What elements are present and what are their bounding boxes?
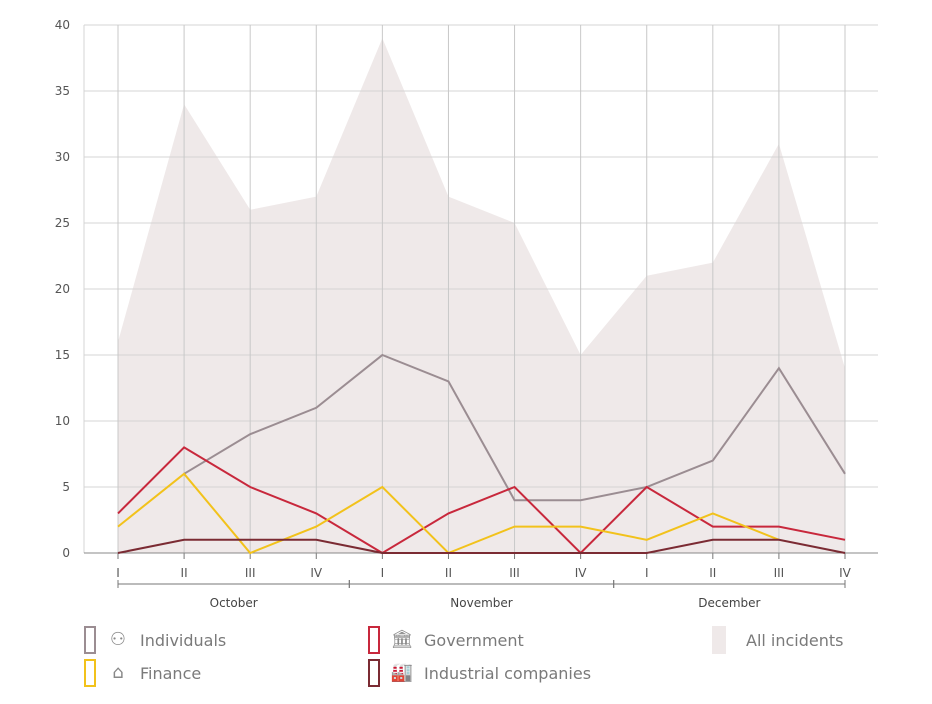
legend-swatch (368, 626, 380, 654)
factory-icon: 🏭 (390, 662, 414, 683)
legend-all-incidents: All incidents (712, 626, 844, 654)
legend-label: Individuals (140, 630, 227, 650)
series-line-industrial-companies (117, 538, 846, 554)
legend-swatch (712, 626, 726, 654)
y-tick-label: 40 (55, 18, 70, 32)
legend-individuals: ⚇ Individuals (84, 626, 226, 654)
x-tick-label: III (509, 566, 520, 580)
legend-label: Industrial companies (424, 663, 592, 683)
legend-swatch (84, 626, 96, 654)
y-tick-label: 15 (55, 348, 70, 362)
legend-label: Finance (140, 663, 202, 683)
series-line-individuals (183, 353, 846, 502)
people-network-icon: ⚇ (109, 629, 127, 650)
x-tick-label: I (116, 566, 120, 580)
group-label-october: October (210, 596, 258, 610)
y-tick-label: 35 (55, 84, 70, 98)
y-tick-label: 20 (55, 282, 70, 296)
y-tick-label: 30 (55, 150, 70, 164)
x-tick-label: III (245, 566, 256, 580)
x-tick-label: I (645, 566, 649, 580)
x-tick-label: II (445, 566, 452, 580)
group-label-november: November (450, 596, 512, 610)
series-area-all-incidents (118, 38, 845, 553)
x-tick-label: IV (839, 566, 852, 580)
y-tick-label: 25 (55, 216, 70, 230)
legend-label: All incidents (746, 630, 844, 650)
y-tick-label: 5 (62, 480, 70, 494)
y-tick-label: 0 (62, 546, 70, 560)
group-label-december: December (698, 596, 760, 610)
bank-house-icon: ⌂ (112, 662, 124, 683)
x-tick-label: I (381, 566, 385, 580)
legend-swatch (368, 659, 380, 687)
legend-label: Government (424, 630, 524, 650)
government-building-icon: 🏛 (390, 629, 414, 650)
x-tick-label: IV (575, 566, 588, 580)
x-tick-label: II (709, 566, 716, 580)
x-tick-label: III (774, 566, 785, 580)
series-line-government (117, 446, 846, 555)
x-tick-label: II (181, 566, 188, 580)
legend-industrial-companies: 🏭 Industrial companies (368, 659, 591, 687)
legend-finance: ⌂ Finance (84, 659, 201, 687)
legend-swatch (84, 659, 96, 687)
legend-government: 🏛 Government (368, 626, 524, 654)
x-tick-label: IV (310, 566, 323, 580)
y-tick-label: 10 (55, 414, 70, 428)
